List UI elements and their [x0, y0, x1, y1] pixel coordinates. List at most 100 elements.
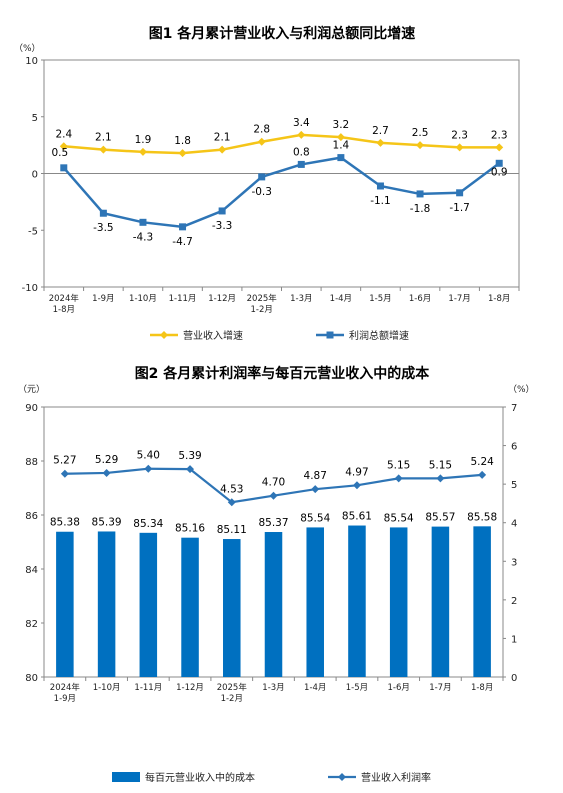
legend-1-label: 营业收入利润率	[361, 771, 431, 784]
series-0-data-label: 1.9	[135, 134, 152, 146]
series-1-point	[416, 190, 424, 198]
x-category-label: 1-6月	[409, 294, 431, 304]
margin-point	[102, 468, 111, 477]
cost-bar-label: 85.16	[175, 523, 205, 535]
figure-1: 图1 各月累计营业收入与利润总额同比增速 （%） 10 5 0 -5 -10 2024年…	[0, 0, 563, 355]
series-0-line	[63, 133, 500, 155]
x-category-label: 2024年	[49, 293, 80, 304]
series-0-point	[416, 141, 425, 150]
chart-1-y-unit: （%）	[14, 43, 41, 54]
chart-1-canvas: 图1 各月累计营业收入与利润总额同比增速 （%） 10 5 0 -5 -10 2024年…	[14, 25, 520, 342]
series-0-point	[455, 143, 464, 152]
series-0-data-label: 2.3	[451, 129, 468, 141]
margin-data-label: 4.87	[304, 470, 327, 482]
right-y-tick-label: 0	[511, 673, 517, 684]
cost-bar	[348, 525, 366, 677]
series-1-point	[99, 209, 107, 217]
right-y-tick-label: 5	[511, 480, 517, 491]
x-category-label: 1-8月	[53, 305, 75, 315]
x-category-label: 2025年	[247, 293, 278, 304]
cost-bar	[56, 531, 74, 677]
series-1-point	[258, 173, 266, 181]
x-category-label: 1-11月	[169, 294, 197, 304]
margin-point	[144, 464, 153, 473]
y-tick-label: 0	[32, 170, 38, 181]
series-1-data-label: -4.3	[133, 231, 154, 243]
legend-1-marker	[338, 773, 346, 781]
chart-1-legend: 营业收入增速 利润总额增速	[150, 329, 409, 342]
cost-bar	[306, 527, 324, 677]
cost-bar	[264, 532, 283, 677]
legend-0-label: 营业收入增速	[183, 329, 243, 342]
x-category-label: 1-4月	[330, 294, 352, 304]
series-0-data-label: 2.5	[412, 127, 429, 139]
margin-data-label: 5.24	[470, 456, 494, 468]
x-category-label: 1-7月	[448, 294, 470, 304]
x-category-label: 1-8月	[471, 683, 493, 693]
series-1-point	[456, 189, 464, 197]
chart-1-y-axis: 10 5 0 -5 -10	[22, 56, 44, 294]
chart-2-legend: 每百元营业收入中的成本 营业收入利润率	[112, 771, 431, 784]
margin-point	[269, 491, 278, 500]
series-0-point	[138, 147, 147, 156]
cost-bar	[223, 539, 241, 677]
series-1-data-label: -1.7	[449, 202, 470, 214]
legend-0-label: 每百元营业收入中的成本	[145, 771, 255, 784]
series-1-data-label: -3.5	[93, 222, 114, 234]
x-category-label: 1-6月	[387, 683, 409, 693]
legend-0-swatch	[112, 772, 140, 782]
chart-2-y-axes: 90 88 86 84 82 80 7 6 5 4 3 2 1 0	[25, 403, 517, 684]
x-category-label: 2024年	[50, 682, 81, 693]
right-y-tick-label: 2	[511, 596, 517, 607]
x-category-label: 1-11月	[134, 683, 162, 693]
series-0-point	[59, 142, 68, 151]
cost-bar	[97, 531, 116, 677]
x-category-label: 1-3月	[262, 683, 284, 693]
series-1-data-label: 0.8	[293, 146, 310, 158]
series-0-data-label: 2.7	[372, 125, 389, 137]
series-1-point	[218, 207, 226, 215]
series-1-point	[337, 154, 345, 162]
series-0-data-label: 3.4	[293, 117, 310, 129]
chart-1-series: 2.4 2.1 1.9 1.8 2.1 2.8 3.4 3.2 2.7 2.5 2.3 2.3 0.5 -…	[51, 117, 507, 248]
cost-bar-label: 85.34	[133, 518, 163, 530]
series-0-point	[297, 130, 306, 139]
y-tick-label: -5	[28, 226, 38, 237]
series-0-point	[376, 138, 385, 147]
margin-point	[436, 474, 445, 483]
chart-2-line-series: 5.27 5.29 5.40 5.39 4.53 4.70 4.87 4.97 5.15 5.15…	[53, 450, 494, 507]
series-0-data-label: 2.1	[214, 132, 231, 144]
series-1-data-label: 0.5	[51, 147, 68, 159]
series-1-data-label: -3.3	[212, 220, 233, 232]
x-category-label: 1-3月	[290, 294, 312, 304]
series-1-point	[495, 159, 503, 167]
x-category-label: 1-4月	[304, 683, 326, 693]
series-0-data-label: 2.3	[491, 129, 508, 141]
x-category-label: 1-12月	[208, 294, 236, 304]
legend-1-label: 利润总额增速	[349, 329, 409, 342]
cost-bar-label: 85.38	[50, 517, 80, 529]
x-category-label: 2025年	[217, 682, 248, 693]
series-0-data-label: 3.2	[333, 119, 350, 131]
x-category-label: 1-9月	[54, 694, 76, 704]
x-category-label: 1-5月	[346, 683, 368, 693]
series-0-point	[257, 137, 266, 146]
margin-data-label: 5.27	[53, 455, 76, 467]
x-category-label: 1-9月	[92, 294, 114, 304]
cost-bar	[473, 526, 491, 677]
left-y-tick-label: 80	[25, 673, 38, 684]
cost-bar	[389, 527, 408, 677]
series-1-point	[179, 223, 187, 231]
x-category-label: 1-5月	[369, 294, 391, 304]
series-1-point	[60, 164, 68, 172]
cost-bar-label: 85.54	[384, 512, 414, 524]
margin-data-label: 5.15	[387, 459, 410, 471]
cost-bar	[431, 526, 450, 677]
right-y-tick-label: 1	[511, 634, 517, 645]
right-y-tick-label: 4	[511, 519, 517, 530]
series-0-data-label: 2.8	[253, 124, 270, 136]
series-1-point	[297, 160, 305, 168]
margin-point	[60, 469, 69, 478]
